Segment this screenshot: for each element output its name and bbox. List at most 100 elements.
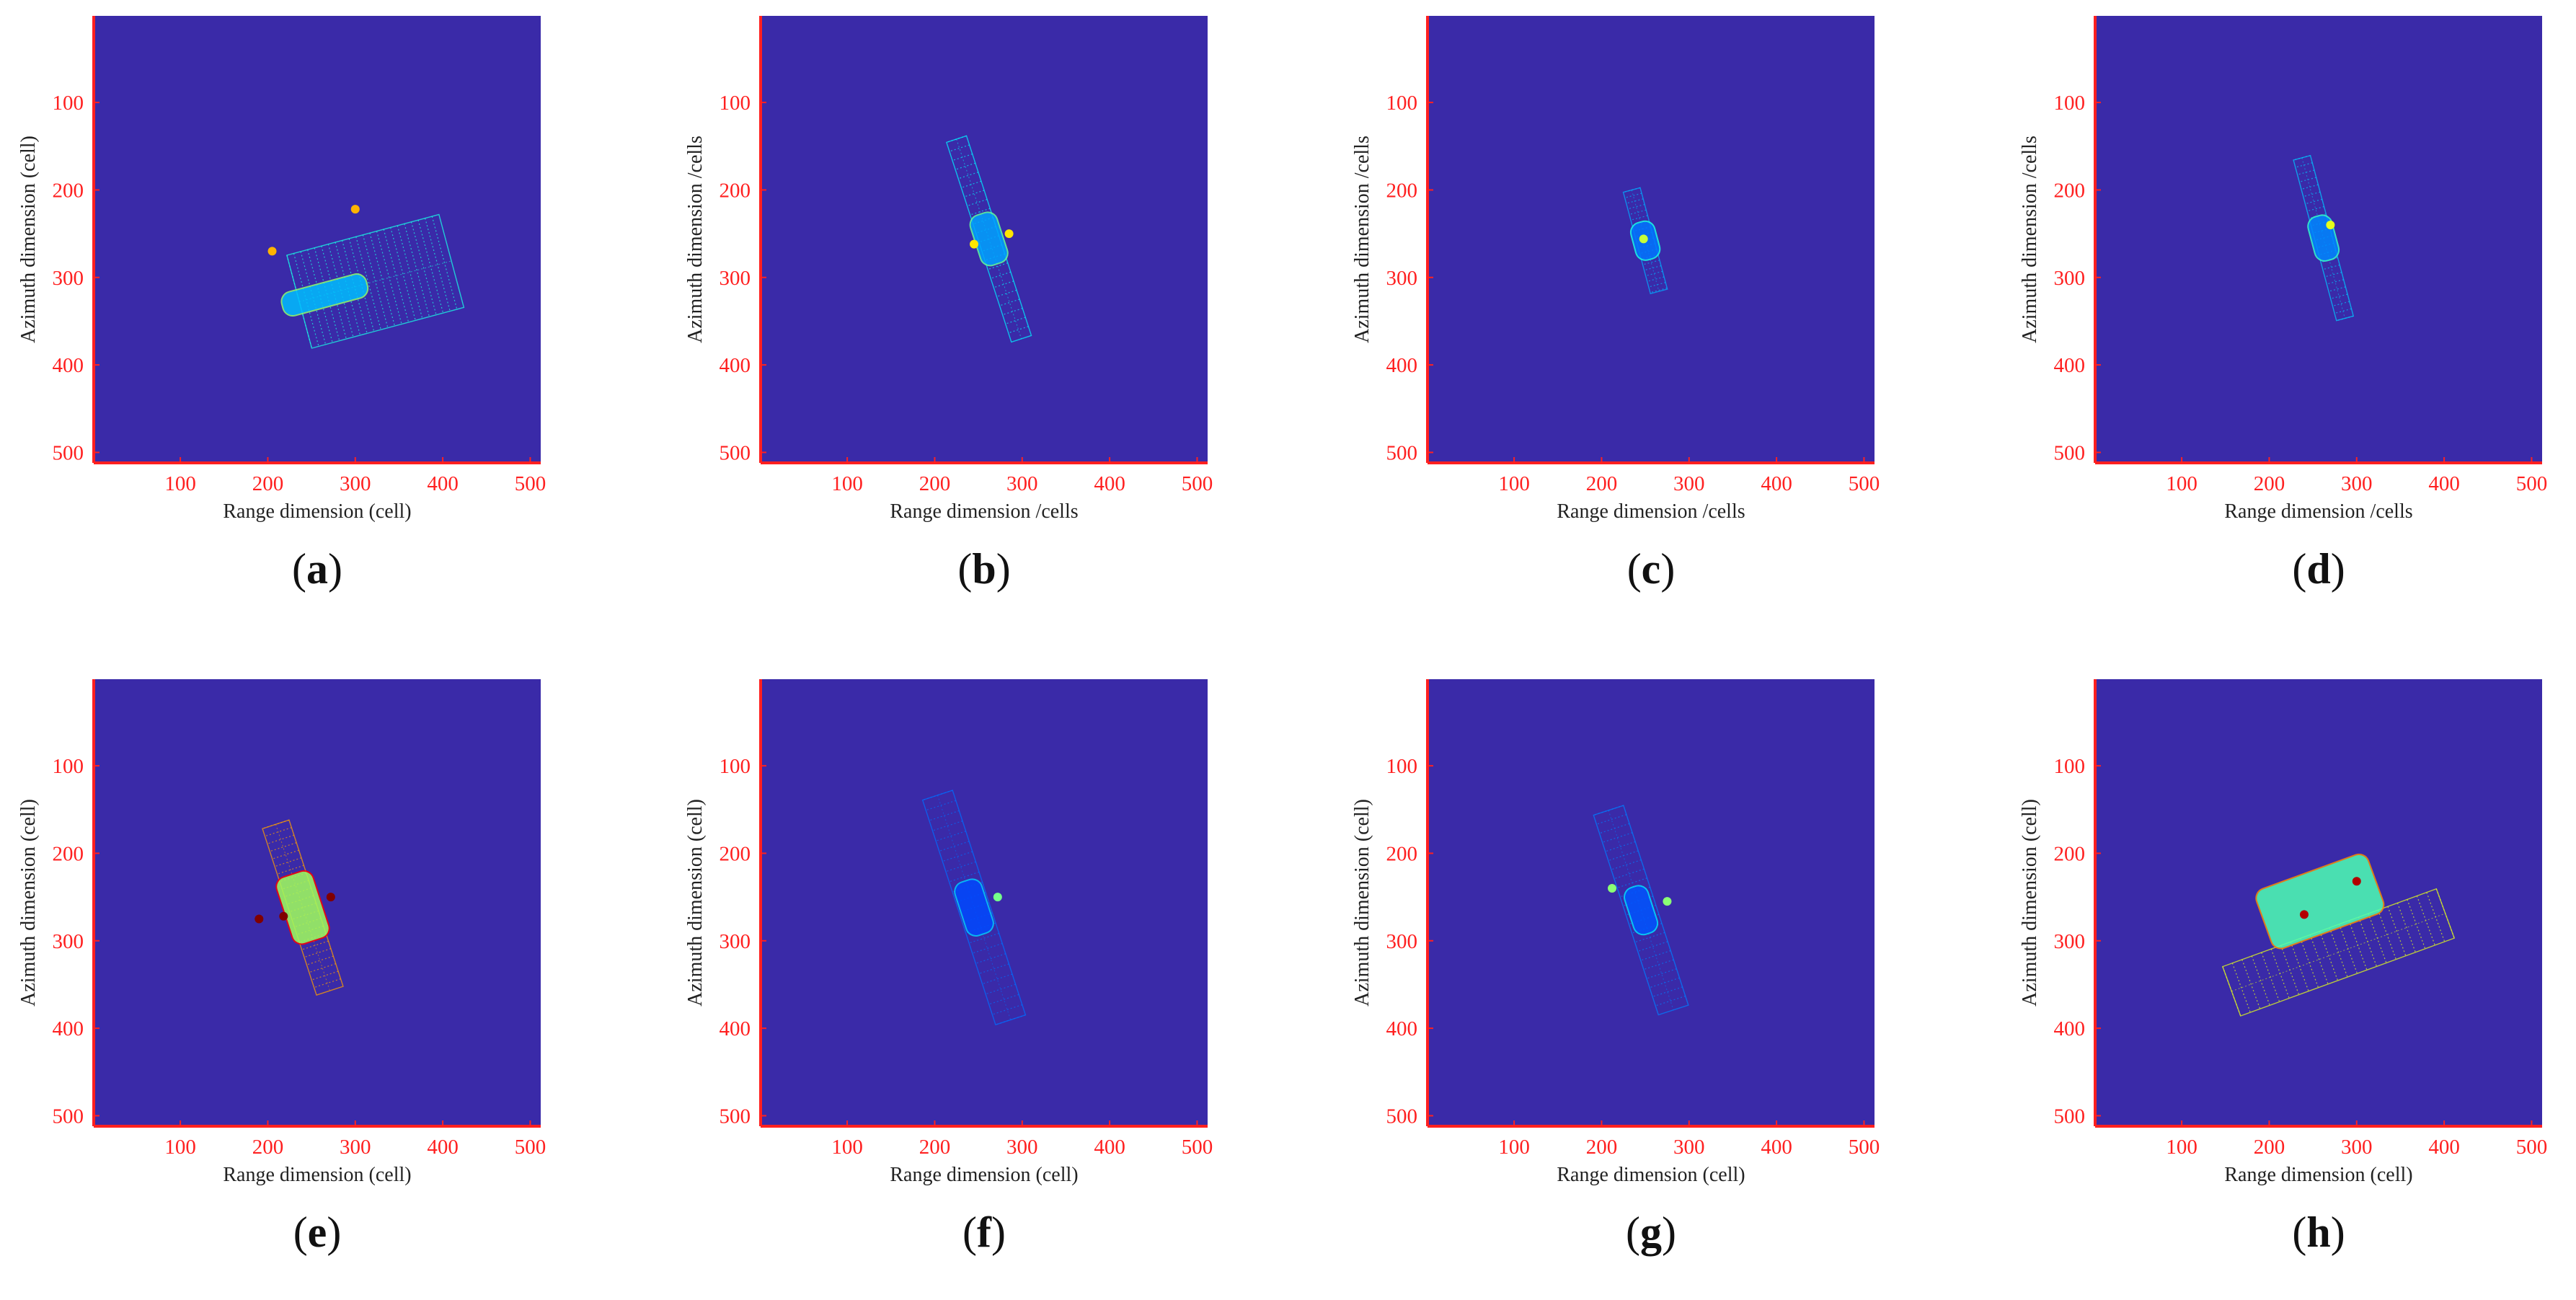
x-tick-label: 400 xyxy=(427,472,459,495)
x-tick-label: 500 xyxy=(1182,1136,1213,1159)
target-scatter xyxy=(945,135,1032,343)
x-tick-label: 300 xyxy=(1673,472,1705,495)
solar-panel-rib xyxy=(311,970,339,981)
x-tick-label: 200 xyxy=(252,1136,284,1159)
panel-caption: (h) xyxy=(2292,1208,2345,1256)
x-axis-label: Range dimension /cells xyxy=(2224,500,2412,523)
solar-panel-rib xyxy=(1650,287,1668,293)
hotspot-point xyxy=(279,911,288,921)
panel-caption: (e) xyxy=(293,1208,342,1256)
subplot-panel: 100 200 300 400 500 100 200 300 400 500 Range dime… xyxy=(0,0,562,606)
solar-panel-rib xyxy=(2305,198,2322,205)
solar-panel-rib xyxy=(2322,264,2340,270)
x-tick-label: 300 xyxy=(340,1136,371,1159)
solar-panel-rib xyxy=(939,841,970,852)
y-axis-label: Azimuth dimension /cells xyxy=(684,136,707,343)
subplot-panel: 100 200 300 400 500 100 200 300 400 500 Range dime… xyxy=(1334,0,1896,606)
x-tick-label: 300 xyxy=(1673,1136,1705,1159)
y-axis-label: Azimuth dimension /cells xyxy=(1351,136,1373,343)
x-tick-label: 100 xyxy=(2166,472,2197,495)
solar-panel-rib xyxy=(2330,293,2348,299)
y-tick-label: 400 xyxy=(2054,1017,2086,1040)
y-tick-label: 200 xyxy=(1386,179,1418,202)
solar-panel-rib xyxy=(265,827,292,837)
y-tick-label: 500 xyxy=(720,1105,751,1128)
solar-panel-rib xyxy=(309,963,336,973)
panel-caption: (b) xyxy=(957,545,1011,593)
solar-panel-rib xyxy=(1646,968,1677,979)
x-tick-label: 100 xyxy=(831,1136,863,1159)
solar-panel-rib xyxy=(1602,832,1633,843)
y-tick-label: 500 xyxy=(53,441,84,464)
hotspot-point xyxy=(254,914,264,924)
solar-panel-rib xyxy=(2261,952,2280,1002)
solar-panel-rib xyxy=(355,236,381,330)
hotspot-point xyxy=(2352,877,2361,886)
y-axis-label: Azimuth dimension (cell) xyxy=(17,799,40,1007)
satellite-body xyxy=(1624,885,1659,936)
x-axis-label: Range dimension (cell) xyxy=(1557,1164,1745,1186)
solar-panel-rib xyxy=(988,994,1019,1005)
solar-panel-rib xyxy=(978,963,1009,974)
x-tick-label: 400 xyxy=(427,1136,459,1159)
solar-panel-rib xyxy=(2329,927,2348,978)
y-tick-label: 400 xyxy=(53,1017,84,1040)
target-scatter xyxy=(280,213,465,349)
solar-panel-rib xyxy=(975,953,1006,964)
satellite-body xyxy=(2255,853,2385,950)
solar-panel-rib xyxy=(1655,995,1686,1007)
solar-panel-rib xyxy=(1611,859,1642,870)
heatmap-plot: 100 200 300 400 500 100 200 300 400 500 Range dime… xyxy=(17,16,546,523)
y-tick-label: 400 xyxy=(53,354,84,377)
y-tick-label: 200 xyxy=(2054,179,2086,202)
solar-panel-rib xyxy=(2295,162,2313,168)
y-tick-label: 400 xyxy=(1386,354,1418,377)
x-tick-label: 200 xyxy=(1586,1136,1618,1159)
y-tick-label: 300 xyxy=(1386,930,1418,953)
heatmap-plot: 100 200 300 400 500 100 200 300 400 500 Range dime… xyxy=(684,679,1213,1186)
solar-panel-rib xyxy=(270,842,297,852)
heatmap-background xyxy=(94,16,541,463)
y-tick-label: 300 xyxy=(2054,930,2086,953)
solar-panel-rib xyxy=(2336,315,2354,322)
heatmap-plot: 100 200 300 400 500 100 200 300 400 500 Range dime… xyxy=(2019,679,2547,1186)
y-axis-label: Azimuth dimension (cell) xyxy=(684,799,707,1007)
solar-panel-rib xyxy=(2293,155,2311,161)
y-tick-label: 200 xyxy=(53,842,84,865)
solar-panel-rib xyxy=(1626,198,1644,204)
solar-panel-rib xyxy=(1652,986,1683,997)
solar-panel-rib xyxy=(932,821,963,831)
hotspot-point xyxy=(326,893,335,902)
x-tick-label: 500 xyxy=(1849,1136,1880,1159)
x-tick-label: 200 xyxy=(2254,1136,2285,1159)
solar-panel-rib xyxy=(397,225,423,319)
satellite-body xyxy=(954,878,994,937)
solar-panel-rib xyxy=(272,849,299,859)
solar-panel-rib xyxy=(929,810,960,821)
solar-panel-rib xyxy=(2324,272,2342,278)
solar-panel-rib xyxy=(985,983,1016,995)
solar-panel-rib xyxy=(2327,279,2344,285)
solar-panel-rib xyxy=(2297,169,2315,175)
y-tick-label: 500 xyxy=(53,1105,84,1128)
x-axis-label: Range dimension (cell) xyxy=(890,1164,1078,1186)
x-tick-label: 400 xyxy=(2428,1136,2460,1159)
x-tick-label: 400 xyxy=(1761,472,1792,495)
y-tick-label: 100 xyxy=(2054,92,2086,115)
x-tick-label: 100 xyxy=(831,472,863,495)
solar-panel-rib xyxy=(2377,909,2396,960)
target-scatter xyxy=(1593,805,1689,1016)
solar-panel-rib xyxy=(2309,934,2329,985)
y-tick-label: 300 xyxy=(1386,267,1418,290)
solar-panel-rib xyxy=(942,851,973,862)
y-axis-label: Azimuth dimension (cell) xyxy=(2019,799,2041,1007)
panel-caption: (d) xyxy=(2292,545,2345,593)
solar-panel-rib xyxy=(1630,215,1648,221)
x-axis-label: Range dimension /cells xyxy=(890,500,1078,523)
solar-panel-rib xyxy=(968,932,999,944)
satellite-body xyxy=(280,273,369,317)
x-tick-label: 300 xyxy=(2341,1136,2373,1159)
solar-panel-rib xyxy=(306,955,334,965)
solar-panel-rib xyxy=(369,233,396,327)
